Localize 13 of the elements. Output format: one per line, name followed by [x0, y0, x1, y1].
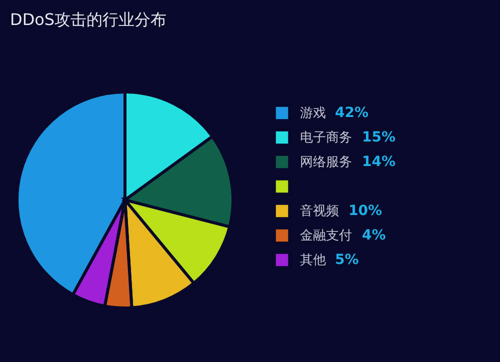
legend-label: 音视频 — [300, 204, 339, 219]
data-label: 10% — [348, 203, 382, 219]
legend-label: 金融支付 — [300, 228, 352, 244]
data-label: 14% — [362, 154, 396, 170]
legend-label: 其他 — [300, 253, 326, 268]
data-label: 4% — [362, 228, 386, 244]
legend-label: 网络服务 — [300, 155, 352, 170]
data-label: 5% — [335, 252, 359, 268]
legend-label: 电子商务 — [300, 130, 352, 146]
data-label: 42% — [335, 105, 369, 121]
data-label: 15% — [362, 130, 396, 146]
chart-title: DDoS攻击的行业分布 — [10, 10, 167, 29]
legend-label: 游戏 — [300, 106, 326, 121]
